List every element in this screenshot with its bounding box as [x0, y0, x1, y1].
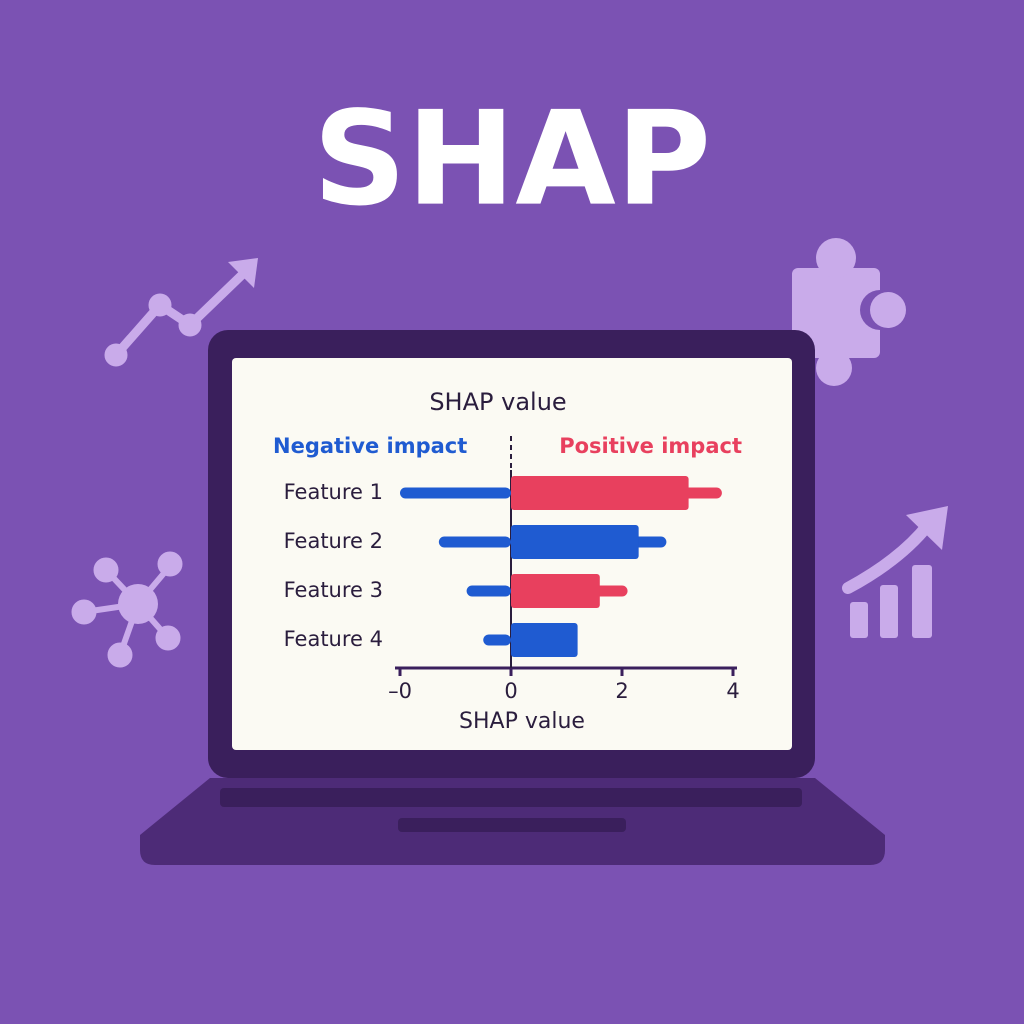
- x-tick-label: 4: [726, 679, 739, 703]
- x-axis-label: SHAP value: [459, 709, 585, 734]
- bar: [511, 574, 600, 608]
- bar: [438, 536, 511, 548]
- x-tick-label: –0: [388, 679, 412, 703]
- main-title: SHAP: [313, 83, 711, 235]
- trackpad: [398, 818, 626, 832]
- bar: [511, 525, 639, 559]
- y-tick-label: Feature 3: [284, 578, 383, 602]
- bar: [511, 623, 578, 657]
- keyboard: [220, 788, 802, 807]
- chart-title: SHAP value: [429, 388, 566, 416]
- y-tick-label: Feature 1: [284, 480, 383, 504]
- bar: [400, 487, 511, 499]
- annotation: Positive impact: [559, 434, 742, 458]
- network-icon: [71, 551, 183, 668]
- bar: [511, 476, 689, 510]
- y-tick-label: Feature 2: [284, 529, 383, 553]
- x-tick-label: 2: [615, 679, 628, 703]
- annotation: Negative impact: [273, 434, 467, 458]
- growth-icon: [842, 506, 948, 638]
- puzzle-icon: [792, 238, 906, 386]
- y-tick-label: Feature 4: [284, 627, 383, 651]
- trend-icon: [104, 258, 258, 367]
- bar: [466, 585, 511, 597]
- bar: [483, 634, 511, 646]
- x-tick-label: 0: [504, 679, 517, 703]
